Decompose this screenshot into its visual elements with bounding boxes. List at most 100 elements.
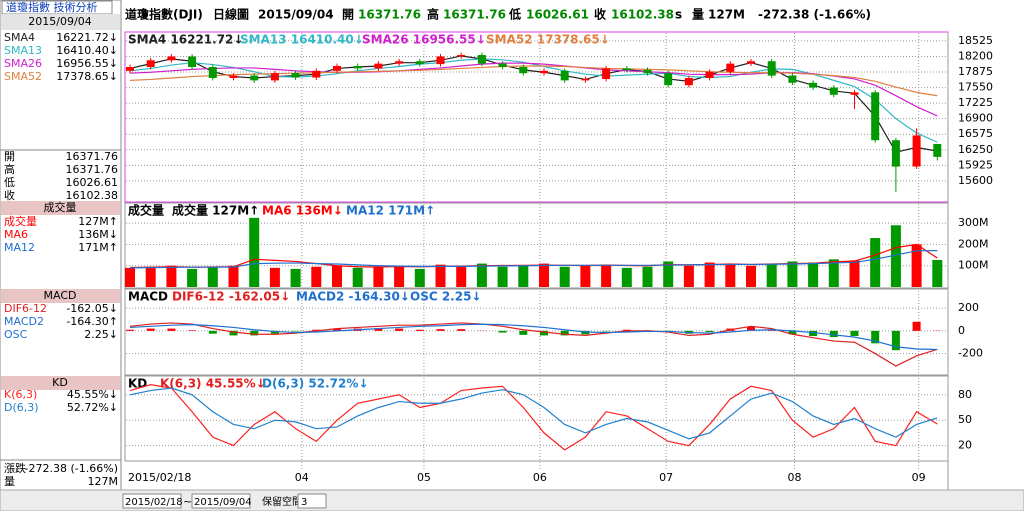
date: 2015/09/04 <box>258 8 334 22</box>
row-label: 漲跌 <box>4 461 26 475</box>
row-value: 136M↓ <box>78 228 118 241</box>
volume-bar <box>890 225 901 287</box>
sidebar <box>0 0 122 491</box>
legend-entry: MACD2 -164.30↓ <box>296 290 410 304</box>
candle-body <box>353 66 362 69</box>
osc-bar <box>395 328 404 331</box>
volume-bar <box>808 262 819 287</box>
row-label: SMA52 <box>4 70 42 83</box>
tab-title[interactable]: 道瓊指數 技術分析 <box>6 0 98 14</box>
y-tick-label: 50 <box>958 413 972 426</box>
row-label: 開 <box>4 150 15 163</box>
volume-bar <box>911 244 922 287</box>
volume-bar <box>601 264 612 287</box>
osc-bar <box>270 330 279 334</box>
candle-body <box>312 70 321 78</box>
legend-entry: SMA52 17378.65↓ <box>486 33 610 47</box>
row-value: 16956.55↓ <box>56 57 118 70</box>
candle-body <box>146 60 155 67</box>
to-input[interactable] <box>191 493 251 509</box>
volume-bar <box>125 267 135 287</box>
volume-bar <box>187 268 198 287</box>
volume-bar <box>559 266 570 287</box>
candle-body <box>291 73 300 78</box>
row-label: 量 <box>4 475 15 488</box>
osc-bar <box>912 321 921 331</box>
volume-bar <box>352 267 363 287</box>
y-tick-label: 16900 <box>958 112 993 125</box>
volume-bar <box>683 265 694 287</box>
from-date[interactable]: 2015/02/18 <box>125 497 183 508</box>
month-label: 05 <box>417 471 431 484</box>
candle-body <box>436 56 445 65</box>
volume-bar <box>373 266 384 287</box>
volume-bar <box>828 259 839 287</box>
osc-bar <box>891 330 900 351</box>
indicator-line <box>129 55 938 153</box>
osc-bar <box>208 330 217 334</box>
indicator-line <box>129 384 938 451</box>
candle-body <box>333 66 341 71</box>
y-tick-label: 200M <box>958 237 989 250</box>
month-label: 09 <box>912 471 926 484</box>
reserve-input[interactable] <box>297 493 327 509</box>
volume-bar <box>704 262 715 287</box>
open-label: 開 <box>342 8 354 22</box>
close-flag: s <box>675 8 682 22</box>
candle-body <box>684 77 693 86</box>
y-tick-label: 18525 <box>958 34 993 47</box>
candle-body <box>457 55 466 57</box>
row-value: 16410.40↓ <box>56 44 118 57</box>
to-date[interactable]: 2015/09/04 <box>194 497 252 508</box>
legend-entry: MACD <box>128 290 168 304</box>
volume-bar <box>787 261 798 287</box>
candle-body <box>126 66 134 71</box>
y-tick-label: 17875 <box>958 65 993 78</box>
row-label: SMA4 <box>4 31 35 44</box>
section-title: MACD <box>44 289 77 302</box>
osc-bar <box>188 330 197 331</box>
osc-bar <box>850 330 859 336</box>
y-tick-label: 16250 <box>958 143 993 156</box>
y-tick-label: 15925 <box>958 158 993 171</box>
osc-bar <box>788 330 797 335</box>
y-tick-label: 0 <box>958 324 965 337</box>
volume-bar <box>394 265 405 287</box>
section-title: KD <box>52 376 68 389</box>
volume-bar <box>456 265 467 287</box>
volume-bar <box>870 238 881 287</box>
legend-entry: DIF6-12 -162.05↓ <box>172 290 290 304</box>
candle-body <box>250 75 259 81</box>
osc-bar <box>291 330 300 332</box>
osc-bar <box>560 330 569 336</box>
candle-body <box>167 56 176 61</box>
osc-bar <box>415 329 424 331</box>
candle-body <box>747 61 755 64</box>
candle-body <box>850 92 859 95</box>
osc-bar <box>829 330 838 338</box>
reserve-value[interactable]: 3 <box>301 497 307 508</box>
y-tick-label: 20 <box>958 439 972 452</box>
from-input[interactable] <box>122 493 182 509</box>
volume-bar <box>725 264 736 287</box>
osc-bar <box>229 330 238 336</box>
x-start-label: 2015/02/18 <box>128 471 191 484</box>
candle-body <box>664 73 673 86</box>
toolbar <box>0 489 1024 511</box>
osc-bar <box>167 328 176 331</box>
candle-body <box>643 69 652 74</box>
y-tick-label: 80 <box>958 388 972 401</box>
row-label: OSC <box>4 328 28 341</box>
volume-bar <box>849 260 860 287</box>
y-tick-label: 16575 <box>958 127 993 140</box>
volume-bar <box>746 265 756 287</box>
volume-bar <box>145 266 156 287</box>
candle-body <box>229 75 238 78</box>
month-label: 07 <box>659 471 673 484</box>
volume-bar <box>580 265 591 287</box>
candle-body <box>891 140 900 167</box>
row-label: 收 <box>4 188 15 202</box>
row-label: MA12 <box>4 241 35 254</box>
osc-bar <box>809 330 818 336</box>
